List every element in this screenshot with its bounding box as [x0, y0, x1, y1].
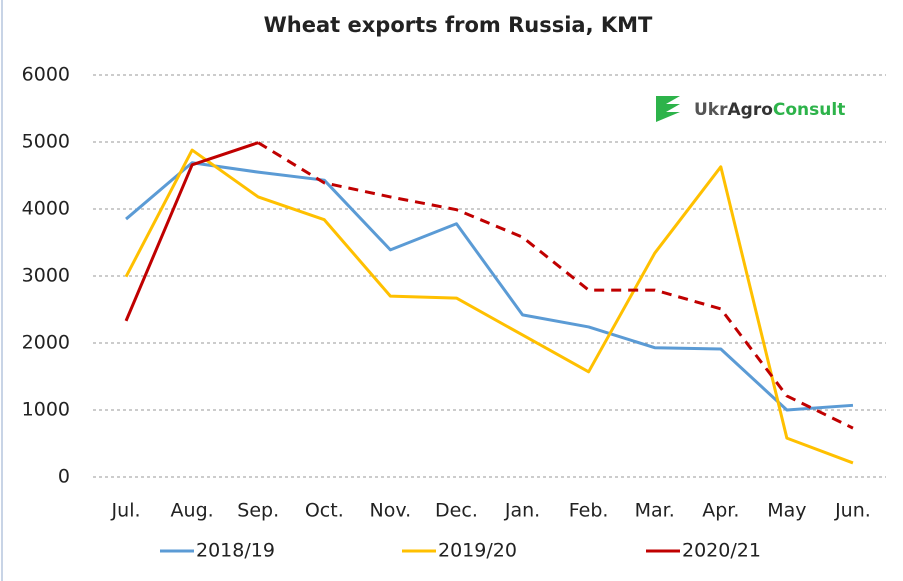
series-line [124, 141, 259, 322]
y-tick-label: 4000 [22, 198, 70, 220]
logo: UkrAgroConsult [656, 96, 845, 122]
x-tick-label: Feb. [569, 500, 609, 522]
x-tick-label: Oct. [305, 500, 344, 522]
legend-label: 2018/19 [196, 540, 275, 562]
x-tick-label: Sep. [237, 500, 279, 522]
x-tick-label: Apr. [702, 500, 739, 522]
y-tick-label: 0 [58, 466, 70, 488]
y-tick-label: 5000 [22, 131, 70, 153]
y-tick-label: 2000 [22, 332, 70, 354]
legend-label: 2020/21 [682, 540, 761, 562]
series-line [124, 148, 854, 465]
logo-part: Agro [728, 100, 773, 120]
x-tick-label: Jun. [834, 500, 871, 522]
x-tick-label: Nov. [370, 500, 412, 522]
series-line [125, 161, 854, 412]
chart-title: Wheat exports from Russia, KMT [264, 13, 653, 37]
x-tick-label: May [767, 500, 806, 522]
x-tick-label: Jul. [111, 500, 141, 522]
y-tick-label: 6000 [22, 64, 70, 86]
logo-icon [656, 96, 680, 122]
x-tick-label: Jan. [504, 500, 540, 522]
y-tick-label: 3000 [22, 265, 70, 287]
x-tick-label: Aug. [171, 500, 214, 522]
series-line [257, 141, 854, 430]
logo-text: UkrAgroConsult [694, 100, 845, 120]
logo-part: Consult [773, 100, 845, 120]
x-tick-label: Mar. [635, 500, 675, 522]
logo-part: Ukr [694, 100, 728, 120]
y-tick-label: 1000 [22, 399, 70, 421]
legend-label: 2019/20 [438, 540, 517, 562]
x-tick-label: Dec. [435, 500, 478, 522]
